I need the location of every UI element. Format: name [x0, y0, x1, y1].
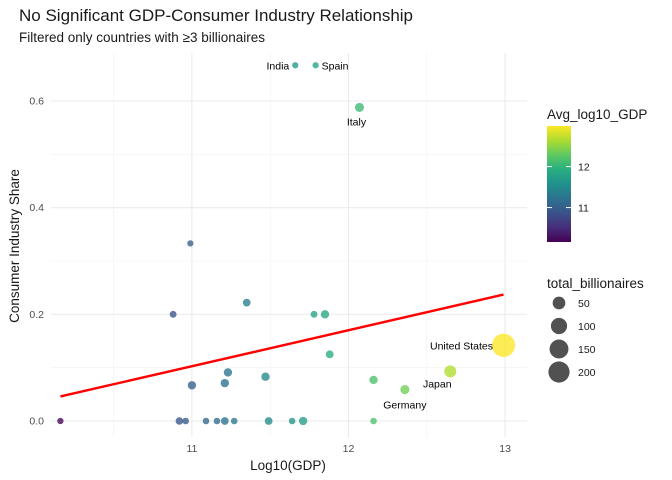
- data-point: [310, 310, 318, 318]
- data-point: [444, 365, 457, 378]
- data-point: [175, 417, 184, 425]
- trend-line: [60, 293, 504, 398]
- size-legend-label: 50: [578, 298, 590, 310]
- data-point: [298, 416, 308, 426]
- size-legend-label: 100: [578, 321, 596, 333]
- data-point: [491, 333, 516, 357]
- data-point: [320, 310, 330, 319]
- data-point: [261, 372, 270, 381]
- data-point: [57, 417, 64, 425]
- data-point: [242, 298, 251, 307]
- data-point: [187, 240, 194, 247]
- data-point: [182, 417, 189, 425]
- data-point: [187, 381, 197, 390]
- point-label: Spain: [322, 60, 349, 72]
- data-point: [354, 102, 365, 112]
- size-legend: total_billionaires 50 100 150 200: [547, 276, 644, 383]
- size-legend-label: 200: [578, 367, 596, 379]
- data-point: [169, 310, 177, 318]
- point-label: Italy: [347, 116, 367, 128]
- trend-line-layer: [60, 293, 504, 398]
- chart-title: No Significant GDP-Consumer Industry Rel…: [19, 6, 413, 25]
- point-label: United States: [430, 340, 493, 352]
- point-label: Germany: [383, 400, 427, 412]
- data-point: [230, 417, 238, 425]
- x-tick-label: 13: [499, 443, 511, 455]
- size-legend-items: 50 100 150 200: [548, 296, 596, 383]
- size-legend-symbol: [550, 317, 568, 335]
- point-labels: India Spain Italy Germany Japan United States: [266, 60, 493, 411]
- size-legend-symbol: [549, 339, 569, 359]
- point-label: Japan: [423, 378, 452, 390]
- data-point: [369, 375, 378, 385]
- data-point: [202, 417, 210, 425]
- data-point: [223, 368, 233, 377]
- data-point: [288, 417, 296, 425]
- data-point: [370, 417, 377, 425]
- size-legend-symbol: [552, 296, 566, 310]
- point-label: India: [266, 60, 289, 72]
- color-legend-ticks: 11 12: [547, 162, 590, 215]
- color-legend-title: Avg_log10_GDP: [547, 107, 647, 122]
- y-tick-label: 0.0: [29, 416, 44, 428]
- size-legend-symbol: [548, 361, 570, 383]
- y-tick-label: 0.2: [29, 309, 44, 321]
- data-point: [400, 384, 410, 395]
- data-point: [213, 417, 221, 425]
- data-point: [292, 62, 299, 69]
- color-legend-bar: [547, 126, 571, 242]
- color-legend: Avg_log10_GDP 11 12: [547, 107, 647, 242]
- data-point: [220, 378, 229, 388]
- data-point: [325, 350, 334, 359]
- chart-subtitle: Filtered only countries with ≥3 billiona…: [19, 30, 265, 45]
- plot-grid: [51, 53, 527, 437]
- points-layer: [57, 62, 516, 426]
- y-tick-label: 0.6: [29, 96, 44, 108]
- data-point: [264, 417, 273, 425]
- color-legend-tick-label: 12: [578, 162, 590, 174]
- data-point: [312, 62, 319, 69]
- y-axis-title: Consumer Industry Share: [7, 169, 22, 323]
- data-point: [220, 417, 229, 425]
- y-tick-labels: 0.0 0.2 0.4 0.6: [29, 96, 44, 428]
- x-tick-label: 11: [186, 443, 197, 455]
- color-legend-tick-label: 11: [578, 203, 589, 215]
- y-tick-label: 0.4: [29, 202, 44, 214]
- x-axis-title: Log10(GDP): [250, 458, 326, 473]
- x-tick-labels: 11 12 13: [186, 443, 511, 455]
- size-legend-label: 150: [578, 344, 596, 356]
- size-legend-title: total_billionaires: [547, 276, 644, 291]
- x-tick-label: 12: [343, 443, 355, 455]
